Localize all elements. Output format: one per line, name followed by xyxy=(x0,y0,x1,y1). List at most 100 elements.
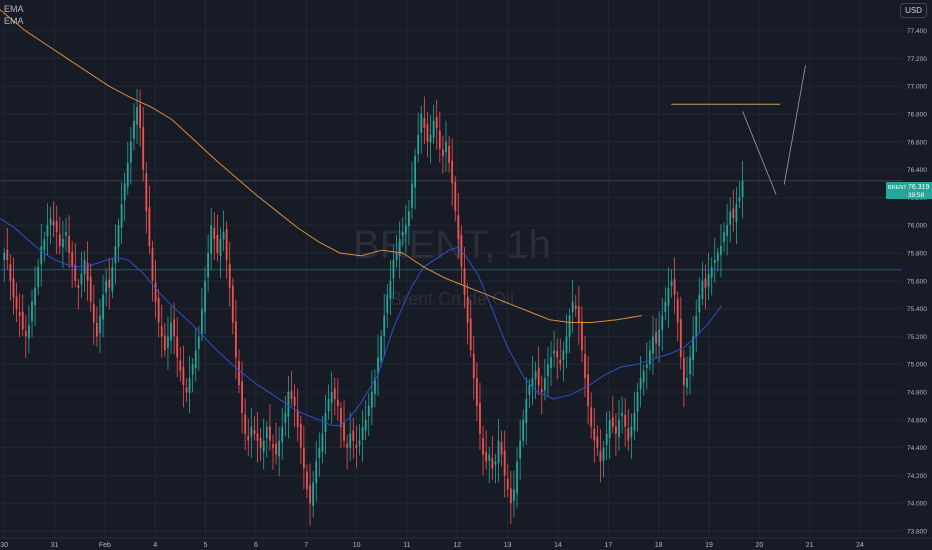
candle-body xyxy=(559,359,562,365)
legend-ema-2[interactable]: EMA xyxy=(4,16,24,26)
candle-body xyxy=(235,321,237,358)
candle-body xyxy=(114,246,117,264)
candle-body xyxy=(330,392,333,403)
candle-body xyxy=(89,276,92,302)
candle-body xyxy=(105,280,108,293)
candle-body xyxy=(633,412,636,431)
candle-body xyxy=(577,306,580,323)
price-axis[interactable]: 77.40077.20077.00076.80076.60076.40076.2… xyxy=(902,0,932,550)
candle-body xyxy=(636,392,639,412)
candle-body xyxy=(509,488,512,504)
candle-body xyxy=(256,433,259,441)
time-tick-label: 20 xyxy=(755,542,763,549)
candle-body xyxy=(151,247,154,281)
candle-body xyxy=(374,378,376,394)
candle-body xyxy=(525,398,528,423)
price-tag-price: 76.319 xyxy=(908,184,930,191)
time-tick-label: 17 xyxy=(604,542,612,549)
time-axis[interactable]: 30 31 Feb 4 5 6 7 10 11 12 13 14 17 18 19 20 21 24 xyxy=(0,537,932,550)
candle-body xyxy=(630,426,633,437)
candle-body xyxy=(562,350,565,361)
candle-body xyxy=(503,450,506,476)
candle-body xyxy=(148,207,151,247)
candle-body xyxy=(367,405,370,416)
candle-body xyxy=(293,396,296,406)
candle-body xyxy=(713,259,716,264)
candle-body xyxy=(469,318,472,351)
time-tick-label: 13 xyxy=(504,542,512,549)
legend-ema-1[interactable]: EMA xyxy=(4,4,24,14)
time-tick-label: 30 xyxy=(0,542,8,549)
price-tick-label: 74.200 xyxy=(907,473,927,480)
candle-body xyxy=(686,378,688,388)
candle-body xyxy=(247,435,250,441)
candle-body xyxy=(126,162,129,187)
candle-body xyxy=(565,336,568,354)
candle-body xyxy=(497,440,500,464)
candle-body xyxy=(163,335,166,351)
candle-body xyxy=(262,440,265,452)
candle-body xyxy=(377,357,379,375)
candle-body xyxy=(581,321,583,351)
candle-body xyxy=(547,364,549,377)
candle-body xyxy=(618,419,620,438)
candle-body xyxy=(318,447,321,458)
candle-body xyxy=(290,390,293,399)
candle-body xyxy=(21,311,24,330)
candle-body xyxy=(216,234,219,254)
candle-body xyxy=(652,336,654,354)
candle-body xyxy=(726,225,729,236)
candle-body xyxy=(272,444,274,448)
candle-body xyxy=(457,215,460,240)
price-tick-label: 76.400 xyxy=(907,167,927,174)
ema-slow-line xyxy=(0,9,642,323)
currency-button[interactable]: USD xyxy=(900,3,927,18)
time-tick-label: 5 xyxy=(204,542,208,549)
time-tick-label: 18 xyxy=(655,542,663,549)
candle-body xyxy=(426,124,429,142)
candle-body xyxy=(389,280,392,299)
candle-body xyxy=(414,155,416,188)
candle-body xyxy=(645,364,648,368)
candle-body xyxy=(695,315,698,337)
candle-body xyxy=(445,141,447,153)
price-tick-label: 75.400 xyxy=(907,306,927,313)
candle-body xyxy=(475,377,478,406)
candles xyxy=(3,89,744,526)
candle-body xyxy=(537,367,540,386)
candle-body xyxy=(704,278,707,288)
candle-body xyxy=(485,452,488,462)
candle-body xyxy=(602,447,605,462)
candle-body xyxy=(136,107,138,126)
projection-down-line xyxy=(742,111,777,195)
time-tick-label: 31 xyxy=(51,542,59,549)
time-tick-label: 4 xyxy=(153,542,157,549)
candle-body xyxy=(692,336,695,361)
candle-body xyxy=(340,408,342,427)
candle-body xyxy=(287,392,290,417)
watermark-symbol: BRENT, 1h xyxy=(353,223,551,267)
candle-body xyxy=(472,353,475,379)
candle-body xyxy=(194,350,197,369)
candle-body xyxy=(43,239,46,251)
candle-body xyxy=(423,118,426,128)
ema-fast-line xyxy=(0,217,722,426)
candle-body xyxy=(86,262,89,281)
candle-body xyxy=(37,266,40,288)
time-tick-label: 11 xyxy=(403,542,410,549)
candle-body xyxy=(513,489,515,501)
candle-body xyxy=(253,430,256,434)
candle-body xyxy=(55,221,58,233)
candle-body xyxy=(435,116,438,128)
candle-body xyxy=(312,482,315,506)
candle-body xyxy=(24,331,27,337)
candle-body xyxy=(587,374,590,406)
candle-body xyxy=(411,183,413,208)
candle-body xyxy=(213,227,216,240)
candle-body xyxy=(667,287,670,306)
candle-body xyxy=(386,294,389,313)
candle-body xyxy=(392,259,395,278)
candle-body xyxy=(398,239,401,257)
price-tick-label: 77.400 xyxy=(907,28,927,35)
